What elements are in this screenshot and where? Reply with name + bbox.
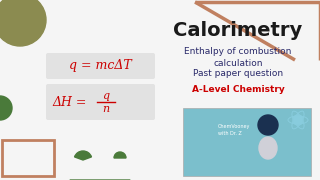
Text: Past paper question: Past paper question <box>193 69 283 78</box>
Circle shape <box>293 115 303 125</box>
FancyBboxPatch shape <box>46 84 155 120</box>
Bar <box>183 108 311 176</box>
Text: q = mcΔT: q = mcΔT <box>68 60 132 73</box>
Text: calculation: calculation <box>213 58 263 68</box>
Text: Enthalpy of combustion: Enthalpy of combustion <box>184 48 292 57</box>
Circle shape <box>0 0 46 46</box>
Bar <box>2 140 54 176</box>
Wedge shape <box>75 151 92 160</box>
Circle shape <box>258 115 278 135</box>
Wedge shape <box>114 152 126 158</box>
Text: Calorimetry: Calorimetry <box>173 21 303 39</box>
Ellipse shape <box>259 137 277 159</box>
Text: q: q <box>102 91 109 101</box>
Text: A-Level Chemistry: A-Level Chemistry <box>192 86 284 94</box>
Text: ChemVooney
with Dr. Z: ChemVooney with Dr. Z <box>218 124 250 136</box>
Circle shape <box>0 96 12 120</box>
Text: ΔH =: ΔH = <box>53 96 91 109</box>
Text: n: n <box>102 104 109 114</box>
FancyBboxPatch shape <box>46 53 155 79</box>
